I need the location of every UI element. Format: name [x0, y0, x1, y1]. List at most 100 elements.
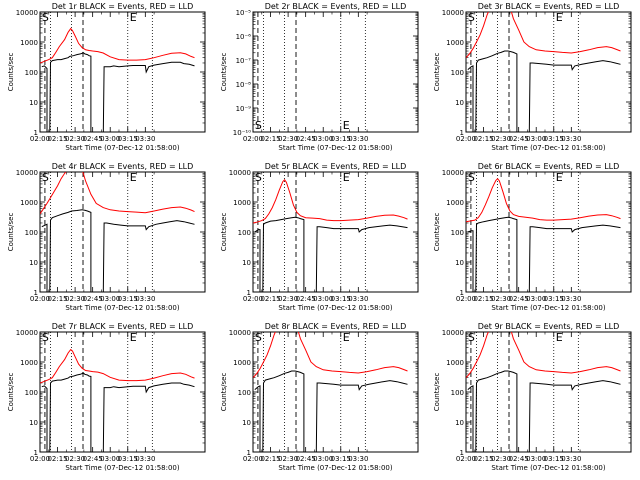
y-tick-label: 10000	[442, 9, 464, 17]
x-tick-label: 03:00	[100, 455, 120, 463]
x-tick-label: 02:45	[83, 455, 103, 463]
x-tick-label: 02:30	[278, 295, 298, 303]
x-tick-label: 02:00	[243, 135, 263, 143]
x-tick-label: 03:00	[526, 455, 546, 463]
end-marker-label: E	[556, 171, 563, 184]
y-tick-label: 1	[247, 449, 251, 457]
y-tick-label: 10000	[16, 9, 38, 17]
plot-frame	[39, 11, 206, 133]
start-marker-label: S	[255, 331, 262, 344]
panel-title: Det 3r BLACK = Events, RED = LLD	[478, 2, 620, 11]
lld-series-line	[40, 348, 195, 384]
x-tick-label: 03:15	[331, 455, 351, 463]
end-marker-label: E	[556, 331, 563, 344]
y-tick-label: 10	[29, 99, 38, 107]
y-tick-label: 1	[460, 289, 464, 297]
plot-frame	[39, 171, 206, 293]
x-tick-label: 03:00	[313, 135, 333, 143]
lld-series-line	[253, 179, 408, 224]
events-series-line	[41, 209, 195, 292]
plot-frame	[252, 331, 419, 453]
x-tick-label: 02:15	[260, 135, 280, 143]
lld-series-line	[40, 172, 195, 215]
panel-title: Det 6r BLACK = Events, RED = LLD	[478, 162, 620, 171]
panel-title: Det 5r BLACK = Events, RED = LLD	[265, 162, 407, 171]
series-group	[40, 27, 195, 132]
x-tick-label: 02:45	[296, 135, 316, 143]
x-tick-label: 02:30	[491, 455, 511, 463]
y-tick-label: 1	[34, 449, 38, 457]
panel-det-9: Det 9r BLACK = Events, RED = LLD 1 10 100 10…	[433, 322, 632, 472]
x-tick-label: 03:30	[561, 135, 581, 143]
plot-frame	[465, 331, 632, 453]
x-tick-label: 02:45	[296, 455, 316, 463]
x-tick-label: 02:00	[456, 295, 476, 303]
panel-det-3: Det 3r BLACK = Events, RED = LLD 1 10 100 10…	[433, 2, 632, 152]
x-tick-label: 02:45	[509, 295, 529, 303]
series-group	[466, 177, 621, 292]
x-tick-label: 02:00	[30, 295, 50, 303]
y-tick-label: 100	[451, 69, 464, 77]
x-tick-label: 03:00	[526, 295, 546, 303]
events-series-line	[254, 216, 408, 292]
y-tick-label: 10000	[229, 329, 251, 337]
start-marker-label: S	[42, 331, 49, 344]
start-marker-label: S	[468, 11, 475, 24]
events-series-line	[467, 216, 621, 292]
x-tick-label: 02:30	[278, 135, 298, 143]
x-tick-label: 03:00	[100, 135, 120, 143]
y-tick-label: 1000	[20, 39, 38, 47]
y-tick-label: 100	[238, 229, 251, 237]
y-tick-label: 1	[34, 289, 38, 297]
events-series-line	[467, 50, 621, 132]
end-marker-label: E	[343, 331, 350, 344]
end-marker-label: E	[343, 171, 350, 184]
events-series-line	[41, 51, 195, 132]
start-marker-label: S	[468, 331, 475, 344]
x-tick-label: 03:15	[544, 135, 564, 143]
x-tick-label: 02:45	[83, 135, 103, 143]
y-tick-label: 10	[29, 259, 38, 267]
x-tick-label: 03:15	[331, 135, 351, 143]
series-group	[466, 12, 621, 132]
x-tick-label: 03:30	[135, 135, 155, 143]
x-tick-label: 02:15	[473, 455, 493, 463]
x-tick-label: 02:15	[47, 295, 67, 303]
x-tick-label: 02:45	[296, 295, 316, 303]
plot-frame	[465, 11, 632, 133]
y-axis-label: Counts/sec	[7, 373, 15, 412]
end-marker-label: E	[130, 331, 137, 344]
lld-series-line	[466, 332, 621, 379]
y-tick-label: 10000	[16, 329, 38, 337]
panel-det-6: Det 6r BLACK = Events, RED = LLD 1 10 100 10…	[433, 162, 632, 312]
y-tick-label: 1	[34, 129, 38, 137]
x-tick-label: 03:15	[544, 295, 564, 303]
plot-frame	[252, 11, 419, 133]
x-tick-label: 03:30	[561, 295, 581, 303]
x-tick-label: 03:30	[135, 455, 155, 463]
x-tick-label: 02:45	[83, 295, 103, 303]
end-marker-label: E	[343, 119, 350, 132]
x-tick-label: 02:45	[509, 135, 529, 143]
y-tick-label: 1	[460, 449, 464, 457]
y-tick-label: 100	[238, 389, 251, 397]
y-axis-label: Counts/sec	[433, 53, 441, 92]
x-tick-label: 03:15	[118, 135, 138, 143]
y-tick-label: 1	[460, 129, 464, 137]
y-axis-label: Counts/sec	[433, 213, 441, 252]
y-tick-label: 10	[242, 259, 251, 267]
x-tick-label: 03:30	[348, 295, 368, 303]
y-axis-label: Counts/sec	[220, 53, 228, 92]
panel-title: Det 8r BLACK = Events, RED = LLD	[265, 322, 407, 331]
panel-det-4: Det 4r BLACK = Events, RED = LLD 1 10 100 10…	[7, 162, 206, 312]
y-tick-label: 10⁻¹⁰	[233, 129, 251, 137]
x-tick-label: 02:45	[509, 455, 529, 463]
y-tick-label: 100	[451, 229, 464, 237]
y-tick-label: 10000	[16, 169, 38, 177]
x-tick-label: 03:00	[313, 295, 333, 303]
series-group	[40, 348, 195, 452]
x-tick-label: 03:15	[331, 295, 351, 303]
x-axis-label: Start Time (07-Dec-12 01:58:00)	[491, 304, 605, 312]
x-tick-label: 02:00	[456, 455, 476, 463]
x-tick-label: 02:00	[456, 135, 476, 143]
